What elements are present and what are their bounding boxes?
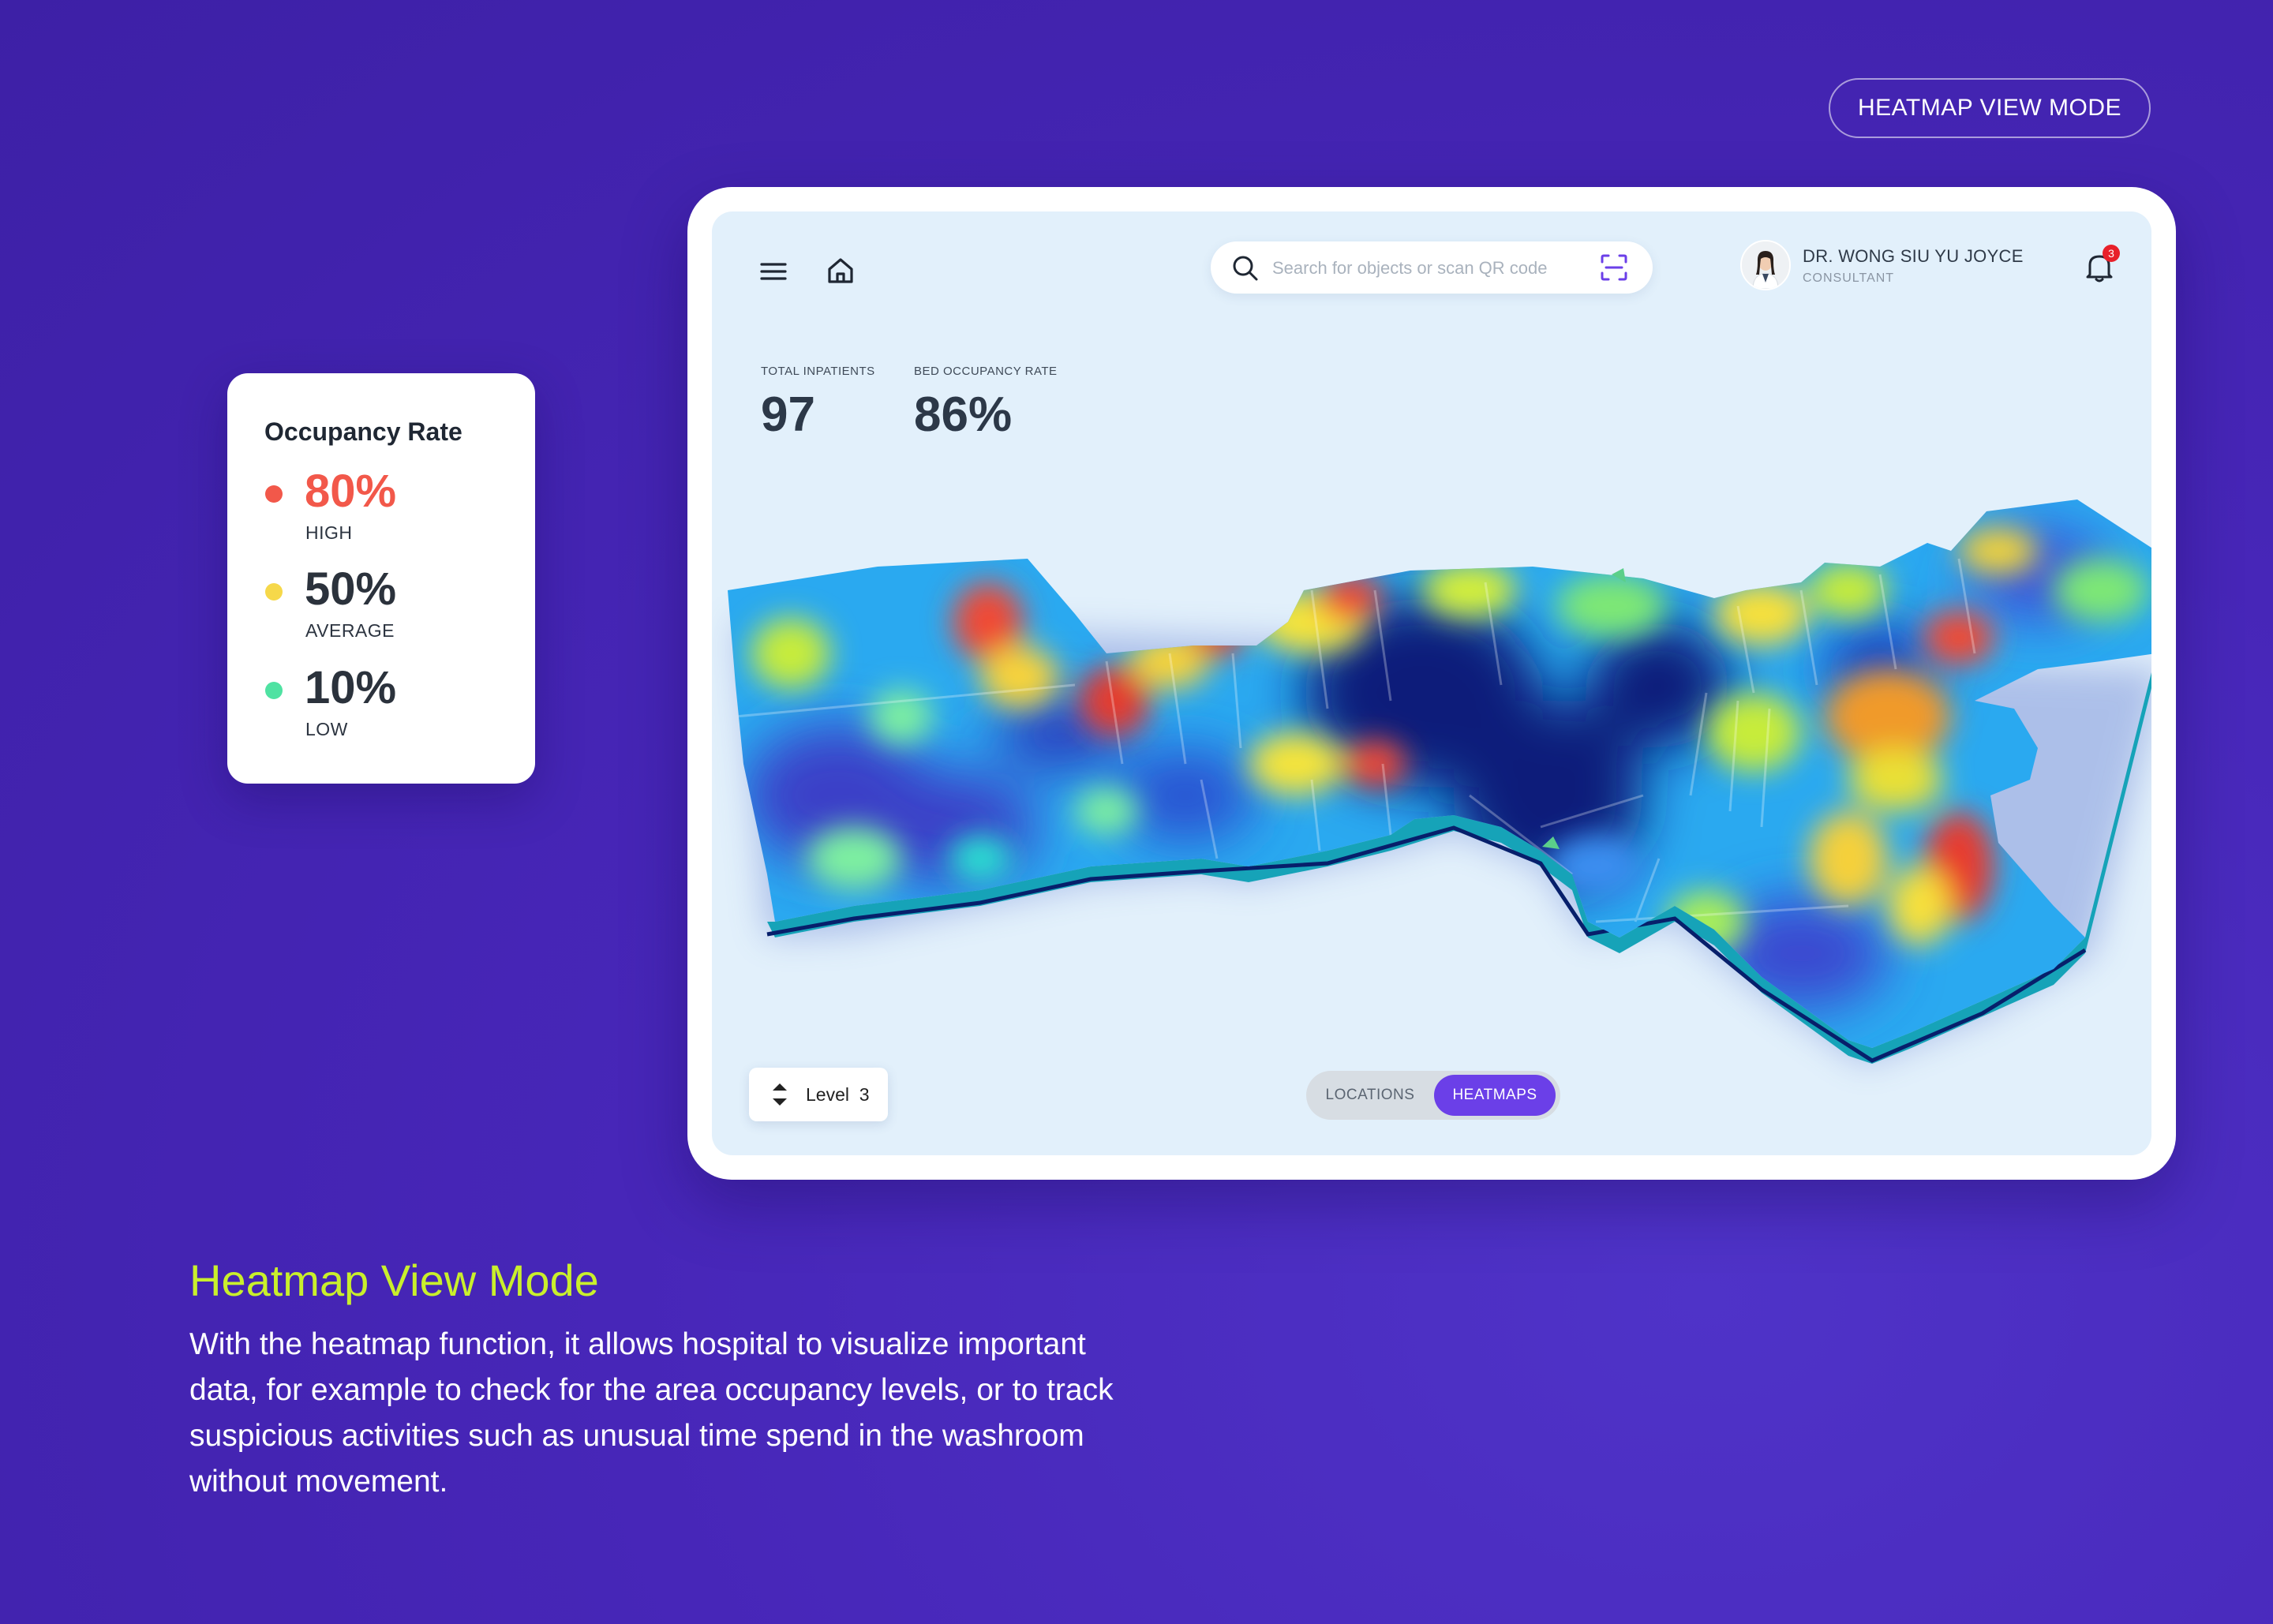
user-name: DR. WONG SIU YU JOYCE <box>1803 246 2024 266</box>
qr-scan-icon[interactable] <box>1599 253 1629 283</box>
total-inpatients-label: TOTAL INPATIENTS <box>761 365 875 378</box>
view-toggle: LOCATIONS HEATMAPS <box>1306 1071 1560 1120</box>
user-avatar[interactable] <box>1740 240 1791 290</box>
high-label: HIGH <box>305 522 353 543</box>
search-bar <box>1211 241 1653 294</box>
heatmap-view-mode-badge: HEATMAP VIEW MODE <box>1829 78 2151 138</box>
level-selector[interactable]: Level 3 <box>749 1068 888 1121</box>
hamburger-menu-icon[interactable] <box>758 256 789 287</box>
high-percent: 80% <box>305 466 397 517</box>
search-icon <box>1233 256 1258 281</box>
notification-count-badge: 3 <box>2103 245 2120 262</box>
level-label: Level 3 <box>806 1084 870 1105</box>
high-dot-icon <box>265 485 283 503</box>
home-icon[interactable] <box>824 254 857 287</box>
average-label: AVERAGE <box>305 620 395 641</box>
notification-bell-icon[interactable] <box>2084 249 2115 284</box>
legend-title: Occupancy Rate <box>264 417 462 446</box>
bed-occupancy-value: 86% <box>914 387 1013 442</box>
app-screen: DR. WONG SIU YU JOYCE CONSULTANT 3 TOTAL… <box>712 211 2151 1155</box>
tab-locations[interactable]: LOCATIONS <box>1325 1087 1415 1103</box>
doctor-portrait-icon <box>1742 241 1789 289</box>
floor-heatmap[interactable] <box>712 354 2151 1151</box>
user-role: CONSULTANT <box>1803 271 1895 285</box>
up-down-arrows-icon <box>773 1083 787 1106</box>
occupancy-rate-legend: Occupancy Rate 80% HIGH 50% AVERAGE 10% … <box>227 373 535 784</box>
average-percent: 50% <box>305 563 397 615</box>
low-label: LOW <box>305 719 348 739</box>
low-percent: 10% <box>305 662 397 713</box>
low-dot-icon <box>265 682 283 699</box>
average-dot-icon <box>265 583 283 601</box>
feature-description: With the heatmap function, it allows hos… <box>189 1327 1114 1499</box>
total-inpatients-value: 97 <box>761 387 815 442</box>
search-input[interactable] <box>1271 253 1590 284</box>
bed-occupancy-label: BED OCCUPANCY RATE <box>914 365 1058 378</box>
tab-heatmaps[interactable]: HEATMAPS <box>1434 1075 1556 1116</box>
tablet-frame: DR. WONG SIU YU JOYCE CONSULTANT 3 TOTAL… <box>687 187 2176 1180</box>
feature-title: Heatmap View Mode <box>189 1255 599 1305</box>
